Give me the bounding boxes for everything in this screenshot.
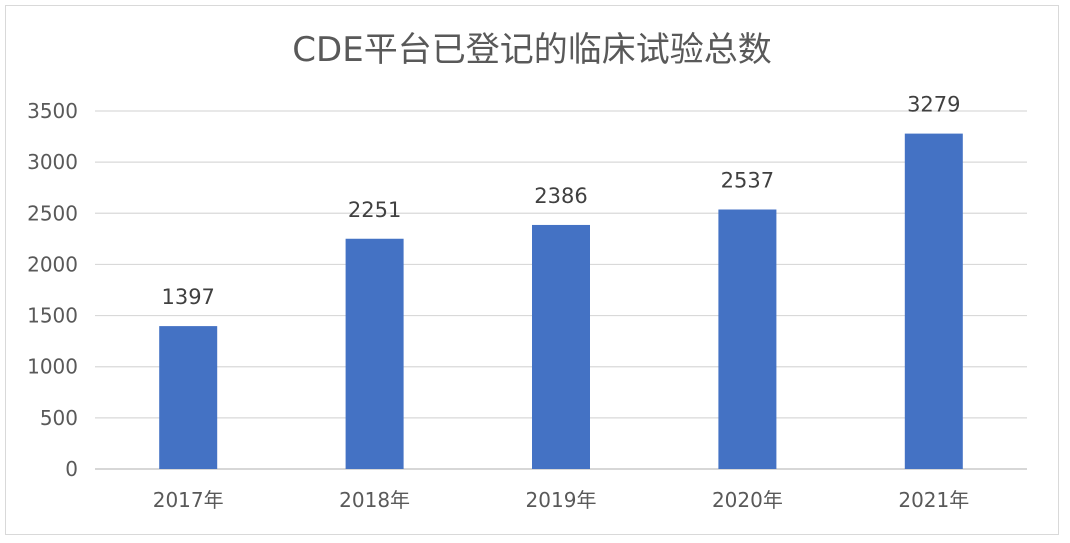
y-tick-label: 3500 [27,99,78,123]
data-label: 3279 [907,93,960,117]
data-label: 2537 [721,169,774,193]
x-tick-label: 2021年 [898,488,969,512]
x-tick-label: 2018年 [339,488,410,512]
x-tick-label: 2020年 [712,488,783,512]
data-label: 2251 [348,198,401,222]
bar [532,224,590,469]
data-label: 2386 [534,184,587,208]
chart-title: CDE平台已登记的临床试验总数 [292,30,772,70]
data-label: 1397 [161,285,214,309]
y-tick-label: 1000 [27,355,78,379]
y-tick-label: 0 [65,457,78,481]
y-tick-label: 2500 [27,201,78,225]
bar [159,326,218,469]
y-tick-label: 500 [40,406,78,430]
x-tick-label: 2019年 [526,488,597,512]
bar [345,238,404,469]
x-tick-label: 2017年 [153,488,224,512]
y-tick-label: 1500 [27,304,78,328]
y-tick-label: 3000 [27,150,78,174]
bar [904,133,963,469]
y-tick-label: 2000 [27,252,78,276]
bar [718,209,777,469]
